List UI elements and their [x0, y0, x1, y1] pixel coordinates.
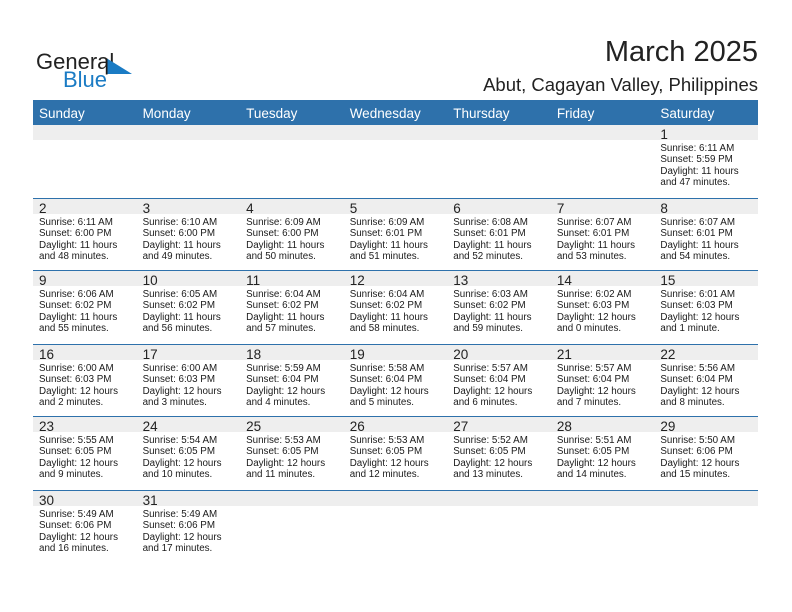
svg-text:Blue: Blue [63, 67, 107, 92]
